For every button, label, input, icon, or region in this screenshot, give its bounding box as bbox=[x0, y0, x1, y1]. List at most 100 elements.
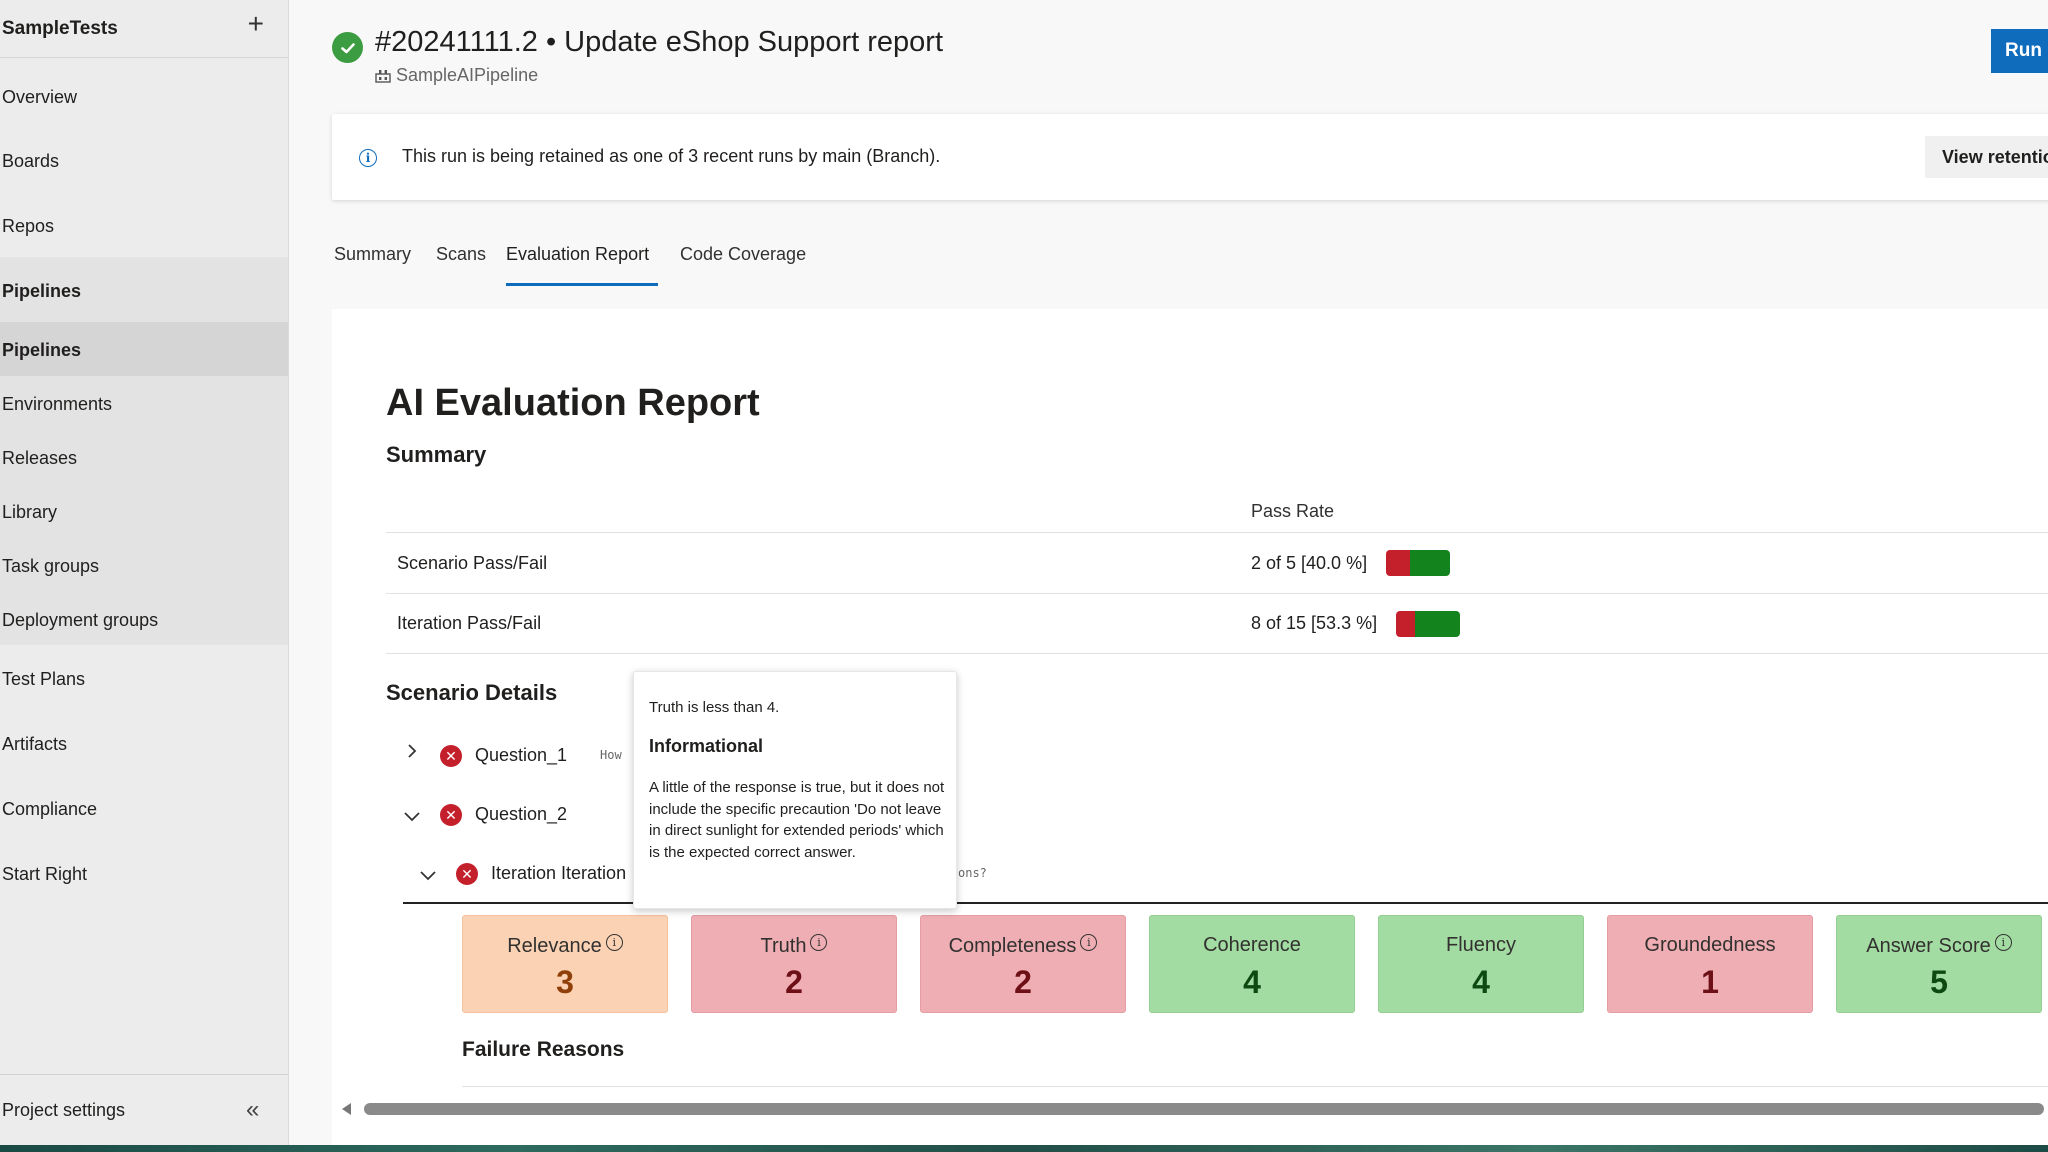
metric-card-completeness[interactable]: Completeness i 2 bbox=[920, 915, 1126, 1013]
active-tab-indicator bbox=[506, 283, 658, 286]
sidebar: SampleTests + Overview Boards Repos Pipe… bbox=[0, 0, 289, 1145]
sidebar-item-test-plans[interactable]: Test Plans bbox=[0, 654, 288, 704]
sidebar-item-releases[interactable]: Releases bbox=[0, 433, 288, 483]
pipelines-group bbox=[0, 257, 288, 645]
project-settings-label: Project settings bbox=[2, 1099, 126, 1120]
metric-label: Completeness i bbox=[921, 934, 1125, 958]
failure-reasons-heading: Failure Reasons bbox=[462, 1038, 625, 1061]
metric-card-fluency[interactable]: Fluency 4 bbox=[1378, 915, 1584, 1013]
info-icon[interactable]: i bbox=[605, 934, 623, 951]
horizontal-scrollbar[interactable] bbox=[364, 1103, 2044, 1115]
sidebar-item-label: Test Plans bbox=[2, 668, 86, 689]
divider bbox=[0, 1074, 288, 1075]
sidebar-item-task-groups[interactable]: Task groups bbox=[0, 541, 288, 591]
sidebar-item-pipelines[interactable]: Pipelines bbox=[0, 325, 288, 375]
sidebar-item-environments[interactable]: Environments bbox=[0, 379, 288, 429]
metric-card-truth[interactable]: Truth i 2 bbox=[691, 915, 897, 1013]
metric-card-groundedness[interactable]: Groundedness 1 bbox=[1607, 915, 1813, 1013]
sidebar-item-label: Artifacts bbox=[2, 733, 68, 754]
retention-banner: i This run is being retained as one of 3… bbox=[332, 114, 2048, 200]
scroll-left-icon[interactable] bbox=[342, 1103, 351, 1115]
sidebar-item-deployment-groups[interactable]: Deployment groups bbox=[0, 595, 288, 645]
report-panel bbox=[332, 309, 2048, 1145]
run-button[interactable]: Run bbox=[1991, 29, 2048, 73]
view-retention-button[interactable]: View retention bbox=[1925, 136, 2048, 178]
pass-segment bbox=[1414, 611, 1460, 637]
chevron-down-icon[interactable] bbox=[403, 807, 421, 828]
info-icon: i bbox=[359, 149, 377, 167]
sidebar-item-repos[interactable]: Repos bbox=[0, 201, 288, 251]
info-icon[interactable]: i bbox=[1080, 934, 1098, 951]
divider bbox=[386, 532, 2048, 533]
pipeline-name[interactable]: SampleAIPipeline bbox=[396, 65, 539, 85]
metric-value: 4 bbox=[1243, 964, 1261, 1000]
chevron-right-icon[interactable] bbox=[405, 742, 419, 765]
tab-scans[interactable]: Scans bbox=[436, 244, 487, 264]
tab-summary[interactable]: Summary bbox=[334, 244, 412, 264]
metric-value: 2 bbox=[1014, 964, 1032, 1000]
metric-card-coherence[interactable]: Coherence 4 bbox=[1149, 915, 1355, 1013]
tab-evaluation-report[interactable]: Evaluation Report bbox=[506, 244, 650, 264]
metric-name: Completeness bbox=[948, 935, 1077, 957]
sidebar-item-artifacts[interactable]: Artifacts bbox=[0, 719, 288, 769]
sidebar-item-pipelines-group[interactable]: Pipelines bbox=[0, 266, 288, 316]
project-header: SampleTests + bbox=[0, 0, 288, 58]
success-check-icon bbox=[332, 32, 363, 63]
tab-code-coverage[interactable]: Code Coverage bbox=[680, 244, 807, 264]
info-icon[interactable]: i bbox=[810, 934, 828, 951]
metric-value: 5 bbox=[1930, 964, 1948, 1000]
divider bbox=[386, 653, 2048, 654]
iteration-pass-fail-value: 8 of 15 [53.3 %] bbox=[1251, 613, 1378, 633]
metric-card-relevance[interactable]: Relevance i 3 bbox=[462, 915, 668, 1013]
sidebar-item-label: Pipelines bbox=[2, 339, 82, 360]
pipeline-icon bbox=[375, 70, 391, 83]
iteration-pass-fail-label: Iteration Pass/Fail bbox=[397, 613, 542, 633]
project-name[interactable]: SampleTests bbox=[2, 17, 118, 39]
sidebar-item-label: Pipelines bbox=[2, 280, 82, 301]
sidebar-item-label: Environments bbox=[2, 393, 113, 414]
fail-segment bbox=[1386, 550, 1410, 576]
sidebar-item-boards[interactable]: Boards bbox=[0, 136, 288, 186]
question-1-label[interactable]: Question_1 bbox=[475, 745, 568, 765]
error-icon: ✕ bbox=[440, 804, 462, 826]
question-2-label[interactable]: Question_2 bbox=[475, 804, 568, 824]
scenario-details-heading: Scenario Details bbox=[386, 680, 558, 705]
question-1-hint: How bbox=[600, 748, 622, 762]
metric-name: Truth bbox=[760, 935, 807, 957]
sidebar-item-label: Deployment groups bbox=[2, 609, 159, 630]
scenario-pass-fail-label: Scenario Pass/Fail bbox=[397, 553, 548, 573]
project-settings-link[interactable]: Project settings bbox=[0, 1085, 288, 1135]
tooltip-subtitle: Truth is less than 4. bbox=[649, 699, 780, 716]
metric-card-answer-score[interactable]: Answer Score i 5 bbox=[1836, 915, 2042, 1013]
info-icon[interactable]: i bbox=[1994, 934, 2012, 951]
fail-segment bbox=[1396, 611, 1415, 637]
sidebar-item-overview[interactable]: Overview bbox=[0, 72, 288, 122]
metric-label: Fluency bbox=[1445, 934, 1517, 956]
metric-value: 3 bbox=[556, 964, 574, 1000]
sidebar-item-library[interactable]: Library bbox=[0, 487, 288, 537]
desktop-background-strip bbox=[0, 1145, 2048, 1152]
divider bbox=[462, 1086, 2048, 1087]
metric-name: Answer Score bbox=[1866, 935, 1991, 957]
sidebar-item-label: Boards bbox=[2, 150, 60, 171]
summary-heading: Summary bbox=[386, 442, 487, 467]
metric-label: Coherence bbox=[1203, 934, 1301, 956]
sidebar-item-compliance[interactable]: Compliance bbox=[0, 784, 288, 834]
sidebar-item-label: Library bbox=[2, 501, 58, 522]
divider bbox=[403, 902, 2048, 904]
error-icon: ✕ bbox=[456, 863, 478, 885]
plus-icon[interactable]: + bbox=[247, 8, 264, 39]
pass-segment bbox=[1409, 550, 1450, 576]
selected-item-highlight bbox=[0, 322, 288, 376]
metric-tooltip: Truth is less than 4. Informational A li… bbox=[633, 671, 957, 909]
sidebar-item-start-right[interactable]: Start Right bbox=[0, 849, 288, 899]
iteration-label[interactable]: Iteration Iteration bbox=[491, 863, 627, 883]
page-title: #20241111.2 • Update eShop Support repor… bbox=[375, 26, 944, 58]
metric-label: Answer Score i bbox=[1837, 934, 2041, 958]
metric-value: 1 bbox=[1701, 964, 1719, 1000]
chevron-down-icon[interactable] bbox=[419, 866, 437, 887]
sidebar-item-label: Task groups bbox=[2, 555, 100, 576]
sidebar-item-label: Start Right bbox=[2, 863, 88, 884]
metric-value: 4 bbox=[1472, 964, 1490, 1000]
collapse-icon[interactable]: « bbox=[246, 1096, 260, 1123]
